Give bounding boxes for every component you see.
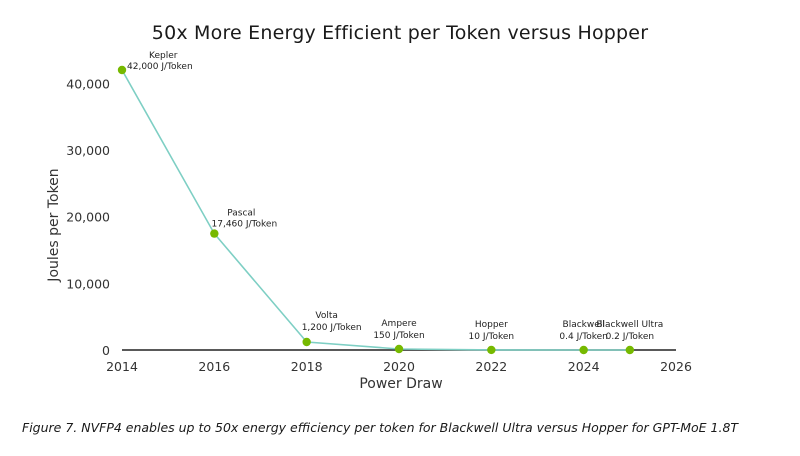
data-point-blackwell — [579, 345, 588, 355]
point-name-label: Blackwell Ultra — [596, 320, 663, 330]
figure-caption: Figure 7. NVFP4 enables up to 50x energy… — [22, 420, 739, 435]
data-point-kepler — [117, 65, 127, 75]
x-axis-title: Power Draw — [359, 376, 442, 392]
x-tick-label: 2024 — [568, 359, 600, 374]
point-name-label: Kepler — [149, 51, 178, 61]
y-tick-label: 0 — [102, 343, 110, 358]
y-tick-label: 10,000 — [66, 276, 110, 291]
data-point-volta — [302, 337, 311, 347]
x-tick-label: 2020 — [383, 359, 415, 374]
x-tick-label: 2014 — [106, 359, 138, 374]
y-tick-label: 30,000 — [66, 143, 110, 158]
point-value-label: 0.2 J/Token — [606, 332, 654, 342]
data-point-ampere — [394, 344, 404, 354]
point-value-label: 10 J/Token — [469, 332, 515, 342]
y-tick-label: 40,000 — [66, 76, 110, 91]
x-tick-label: 2026 — [660, 359, 692, 374]
chart-title: 50x More Energy Efficient per Token vers… — [151, 22, 649, 44]
point-value-label: 42,000 J/Token — [127, 62, 193, 72]
point-name-label: Volta — [315, 311, 338, 321]
point-value-label: 0.4 J/Token — [559, 332, 607, 342]
point-value-label: 17,460 J/Token — [212, 220, 278, 230]
data-point-hopper — [487, 345, 496, 355]
data-point-blackwell-ultra — [625, 345, 635, 355]
point-name-label: Hopper — [475, 320, 508, 330]
series-line-path — [121, 69, 630, 351]
data-point-pascal — [210, 229, 219, 238]
x-tick-label: 2018 — [291, 359, 323, 374]
y-axis-title: Joules per Token — [46, 168, 62, 282]
y-tick-label: 20,000 — [66, 210, 110, 225]
x-tick-label: 2022 — [475, 359, 507, 374]
point-value-label: 150 J/Token — [373, 331, 424, 341]
series-line — [121, 69, 630, 351]
x-tick-label: 2016 — [198, 359, 230, 374]
point-name-label: Pascal — [227, 209, 255, 219]
point-name-label: Ampere — [381, 319, 417, 329]
point-name-label: Blackwell — [563, 320, 605, 330]
markers — [117, 65, 635, 355]
point-value-label: 1,200 J/Token — [302, 323, 362, 333]
